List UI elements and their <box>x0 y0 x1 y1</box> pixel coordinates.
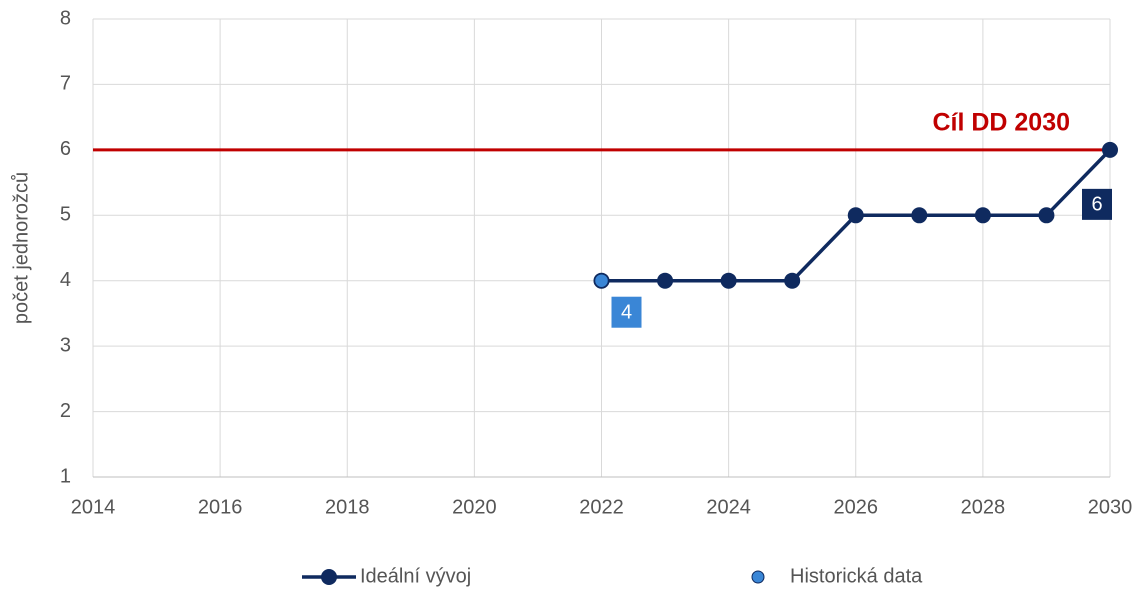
legend-marker <box>321 569 337 585</box>
x-tick-label: 2014 <box>71 496 116 518</box>
y-tick-label: 4 <box>60 269 71 291</box>
y-axis-label: počet jednorožců <box>10 172 32 324</box>
x-tick-label: 2016 <box>198 496 243 518</box>
data-point <box>1102 141 1118 158</box>
data-label-box <box>1082 188 1112 220</box>
y-tick-label: 2 <box>60 400 71 422</box>
x-tick-label: 2030 <box>1088 496 1133 518</box>
y-tick-label: 8 <box>60 7 71 29</box>
data-point <box>720 272 737 289</box>
data-point <box>911 207 928 224</box>
legend-label: Historická data <box>790 565 923 587</box>
data-label: 4 <box>621 301 632 323</box>
data-label: 6 <box>1091 194 1102 216</box>
data-point <box>593 272 610 289</box>
y-tick-label: 7 <box>60 73 71 95</box>
y-tick-label: 3 <box>60 334 71 356</box>
data-point <box>784 272 801 289</box>
target-label: Cíl DD 2030 <box>932 108 1070 136</box>
y-tick-label: 6 <box>60 138 71 160</box>
data-point <box>847 207 864 224</box>
legend-marker <box>751 570 765 584</box>
x-tick-label: 2026 <box>834 496 879 518</box>
data-point <box>1038 207 1055 224</box>
data-label-box <box>611 296 642 328</box>
x-tick-label: 2018 <box>325 496 370 518</box>
data-point <box>974 207 991 224</box>
x-tick-label: 2020 <box>452 496 497 518</box>
x-tick-label: 2024 <box>706 496 751 518</box>
y-tick-label: 5 <box>60 204 71 226</box>
x-tick-label: 2022 <box>579 496 624 518</box>
legend-label: Ideální vývoj <box>360 565 471 587</box>
x-tick-label: 2028 <box>961 496 1006 518</box>
data-point <box>657 272 674 289</box>
y-tick-label: 1 <box>60 465 71 487</box>
